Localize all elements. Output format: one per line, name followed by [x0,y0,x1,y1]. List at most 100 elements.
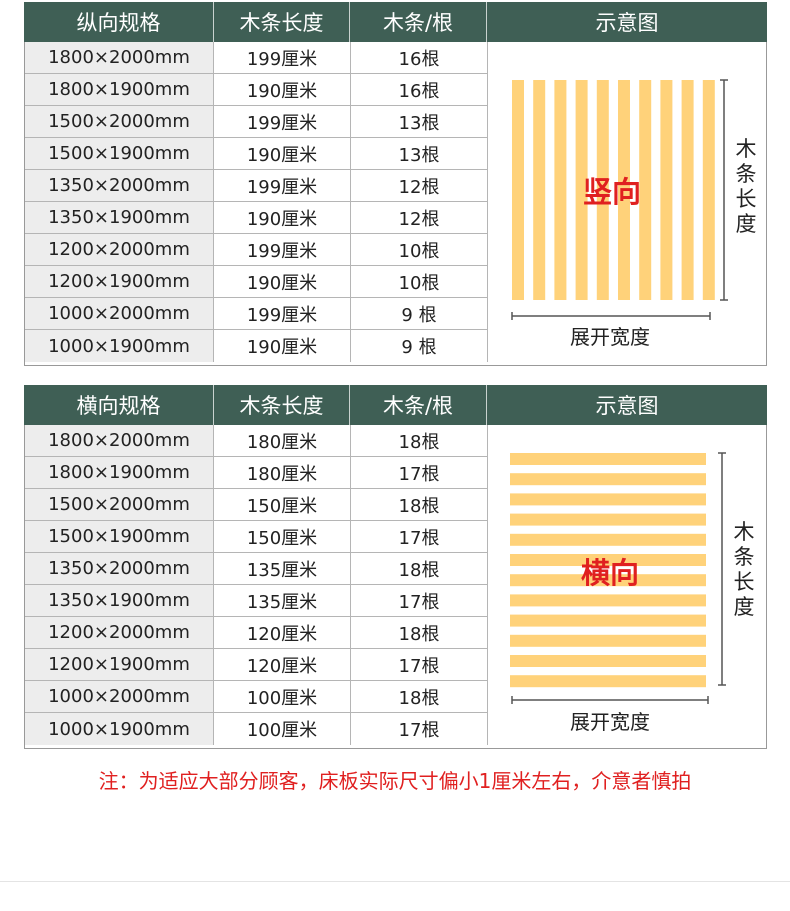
table-row: 1800×2000mm 199厘米 16根 [25,42,488,74]
table-row: 1200×2000mm 120厘米 18根 [25,617,488,649]
count-cell: 9 根 [351,330,488,362]
length-label: 木条长度 [734,520,755,619]
horizontal-diagram: 横向 木条长度 展开宽度 [488,425,766,748]
count-cell: 16根 [351,74,488,105]
length-cell: 190厘米 [214,266,351,297]
divider [0,881,790,882]
length-cell: 150厘米 [214,489,351,520]
slat [510,655,706,667]
spec-cell: 1800×1900mm [25,457,214,488]
spec-cell: 1350×2000mm [25,170,214,201]
slat [512,80,524,300]
width-label: 展开宽度 [570,325,650,349]
slat [510,574,706,587]
table-header: 纵向规格 木条长度 木条/根 示意图 [24,2,767,42]
table-row: 1000×2000mm 199厘米 9 根 [25,298,488,330]
spec-cell: 1500×1900mm [25,138,214,169]
length-cell: 100厘米 [214,681,351,712]
spec-cell: 1000×2000mm [25,298,214,329]
slat [510,473,706,486]
slat [618,80,630,300]
slat [575,80,588,300]
length-label-text: 木条长度 [734,520,755,619]
count-cell: 18根 [351,553,488,584]
count-cell: 18根 [351,425,488,456]
header-count: 木条/根 [350,2,487,42]
diagram-orientation-label: 竖向 [583,175,641,209]
table-row: 1200×1900mm 190厘米 10根 [25,266,488,298]
header-spec: 纵向规格 [24,2,214,42]
slat [510,533,706,546]
length-cell: 199厘米 [214,234,351,265]
length-cell: 135厘米 [214,553,351,584]
length-cell: 190厘米 [214,330,351,362]
spec-cell: 1000×2000mm [25,681,214,712]
count-cell: 17根 [351,713,488,745]
slat [510,594,706,607]
table-row: 1000×1900mm 100厘米 17根 [25,713,488,745]
vertical-spec-table: 纵向规格 木条长度 木条/根 示意图 1800×2000mm 199厘米 16根 18… [24,2,767,366]
slat [702,80,715,300]
length-cell: 135厘米 [214,585,351,616]
table-rows: 1800×2000mm 180厘米 18根 1800×1900mm 180厘米 17根 15… [25,425,488,748]
table-row: 1500×1900mm 190厘米 13根 [25,138,488,170]
length-cell: 150厘米 [214,521,351,552]
spec-cell: 1000×1900mm [25,330,214,362]
count-cell: 16根 [351,42,488,73]
slat [510,675,706,688]
spec-cell: 1350×2000mm [25,553,214,584]
table-row: 1350×2000mm 135厘米 18根 [25,553,488,585]
count-cell: 17根 [351,457,488,488]
count-cell: 12根 [351,202,488,233]
spec-cell: 1200×1900mm [25,266,214,297]
table-row: 1800×1900mm 190厘米 16根 [25,74,488,106]
slat [510,493,706,506]
slat [510,513,706,526]
count-cell: 18根 [351,489,488,520]
header-diagram: 示意图 [595,11,659,35]
table-row: 1800×2000mm 180厘米 18根 [25,425,488,457]
slat [681,80,694,300]
slat [554,80,567,300]
length-cell: 199厘米 [214,106,351,137]
footnote: 注：为适应大部分顾客，床板实际尺寸偏小1厘米左右，介意者慎拍 [98,769,692,793]
spec-cell: 1350×1900mm [25,585,214,616]
header-length: 木条长度 [214,385,350,425]
length-cell: 180厘米 [214,457,351,488]
count-cell: 9 根 [351,298,488,329]
table-row: 1500×2000mm 199厘米 13根 [25,106,488,138]
length-label-text: 木条长度 [736,137,757,236]
length-cell: 120厘米 [214,649,351,680]
count-cell: 13根 [351,138,488,169]
spec-cell: 1800×1900mm [25,74,214,105]
table-row: 1200×2000mm 199厘米 10根 [25,234,488,266]
table-row: 1800×1900mm 180厘米 17根 [25,457,488,489]
slat [660,80,673,300]
length-cell: 190厘米 [214,74,351,105]
table-row: 1500×1900mm 150厘米 17根 [25,521,488,553]
length-cell: 190厘米 [214,202,351,233]
vertical-diagram: 竖向 木条长度 展开宽度 [488,42,766,365]
table-row: 1000×2000mm 100厘米 18根 [25,681,488,713]
table-row: 1350×1900mm 135厘米 17根 [25,585,488,617]
count-cell: 13根 [351,106,488,137]
spec-cell: 1200×2000mm [25,617,214,648]
width-label: 展开宽度 [570,710,650,734]
table-row: 1350×1900mm 190厘米 12根 [25,202,488,234]
spec-cell: 1500×1900mm [25,521,214,552]
slat [596,80,609,300]
header-spec: 横向规格 [24,385,214,425]
slat [510,554,706,566]
count-cell: 10根 [351,234,488,265]
length-cell: 190厘米 [214,138,351,169]
spec-cell: 1500×2000mm [25,106,214,137]
count-cell: 18根 [351,617,488,648]
count-cell: 17根 [351,585,488,616]
length-cell: 100厘米 [214,713,351,745]
count-cell: 12根 [351,170,488,201]
slat [510,614,706,627]
spec-cell: 1350×1900mm [25,202,214,233]
slat [533,80,546,300]
header-count: 木条/根 [350,385,487,425]
slat [510,634,706,647]
